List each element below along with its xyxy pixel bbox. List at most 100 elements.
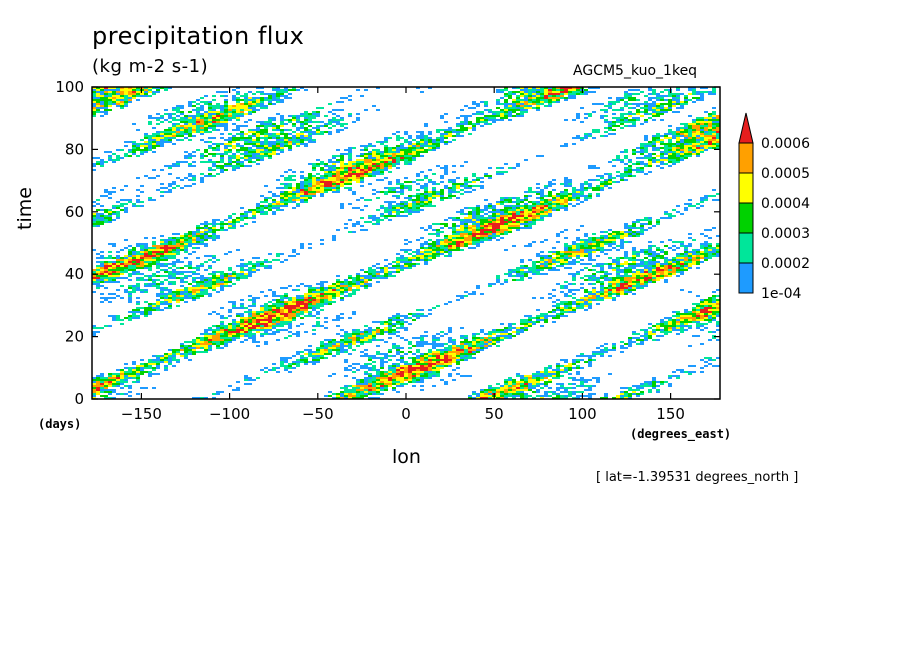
precip-cell [264,147,268,149]
precip-cell [668,93,672,95]
precip-cell [628,257,632,259]
precip-cell [592,275,596,277]
precip-cell [244,213,248,215]
precip-cell [364,89,368,91]
precip-cell [420,147,424,149]
precip-cell [436,253,440,255]
precip-cell [432,193,436,195]
precip-cell [392,271,396,273]
precip-cell [408,197,412,199]
precip-cell [676,263,680,265]
precip-cell [544,257,548,259]
precip-cell [284,145,288,147]
precip-cell [680,129,684,131]
precip-cell [144,135,148,137]
precip-cell [248,269,252,271]
precip-cell [408,213,412,215]
precip-cell [340,181,344,183]
precip-cell [156,189,160,191]
precip-cell [160,137,164,139]
precip-cell [624,255,628,257]
precip-cell [304,119,308,121]
precip-cell [116,261,120,263]
precip-cell [236,125,240,127]
precip-cell [424,185,428,187]
precip-cell [252,267,256,269]
precip-cell [284,195,288,197]
precip-cell [516,267,520,269]
precip-cell [480,121,484,123]
precip-cell [388,275,392,277]
precip-cell [560,195,564,197]
precip-cell [552,263,556,265]
precip-cell [240,145,244,147]
precip-cell [268,191,272,193]
precip-cell [548,263,552,265]
precip-cell [708,253,712,255]
precip-cell [608,239,612,241]
precip-cell [372,219,376,221]
precip-cell [512,213,516,215]
precip-cell [652,265,656,267]
precip-cell [488,235,492,237]
precip-cell [424,203,428,205]
precip-cell [256,103,260,105]
precip-cell [644,273,648,275]
precip-cell [380,161,384,163]
precip-cell [428,147,432,149]
precip-cell [592,189,596,191]
precip-cell [180,261,184,263]
precip-cell [400,257,404,259]
precip-cell [672,267,676,269]
precip-cell [696,129,700,131]
precip-cell [544,267,548,269]
precip-cell [496,101,500,103]
precip-cell [160,145,164,147]
precip-cell [200,153,204,155]
precip-cell [288,197,292,199]
precip-cell [652,145,656,147]
precip-cell [556,257,560,259]
precip-cell [408,147,412,149]
precip-cell [452,231,456,233]
precip-cell [404,205,408,207]
precip-cell [416,195,420,197]
precip-cell [316,173,320,175]
precip-cell [308,173,312,175]
precip-cell [132,271,136,273]
precip-cell [300,141,304,143]
precip-cell [416,141,420,143]
precip-cell [328,177,332,179]
precip-cell [240,149,244,151]
precip-cell [188,163,192,165]
precip-cell [188,105,192,107]
precip-cell [416,145,420,147]
precip-cell [200,131,204,133]
precip-cell [400,145,404,147]
precip-cell [548,267,552,269]
precip-cell [144,267,148,269]
precip-cell [100,269,104,271]
precip-cell [680,127,684,129]
precip-cell [236,127,240,129]
precip-cell [400,201,404,203]
precip-cell [716,121,720,123]
precip-cell [476,227,480,229]
precip-cell [200,241,204,243]
precip-cell [280,143,284,145]
precip-cell [244,133,248,135]
precip-cell [120,209,124,211]
precip-cell [212,223,216,225]
precip-cell [428,205,432,207]
precip-cell [624,269,628,271]
precip-cell [268,135,272,137]
precip-cell [668,147,672,149]
precip-cell [464,181,468,183]
precip-cell [600,241,604,243]
precip-cell [212,119,216,121]
precip-cell [176,105,180,107]
precip-cell [424,241,428,243]
precip-cell [480,215,484,217]
precip-cell [124,185,128,187]
precip-cell [476,103,480,105]
